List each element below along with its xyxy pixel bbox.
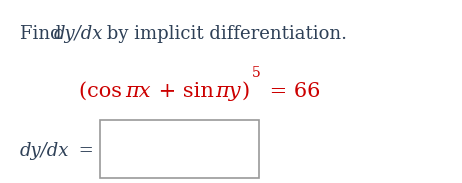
Text: =: = — [73, 142, 93, 160]
FancyBboxPatch shape — [100, 120, 259, 178]
Text: = 66: = 66 — [263, 82, 321, 101]
Text: 5: 5 — [252, 66, 261, 81]
Text: Find: Find — [20, 25, 67, 43]
Text: ): ) — [241, 82, 249, 101]
Text: πx: πx — [125, 82, 151, 101]
Text: dy/dx: dy/dx — [53, 25, 103, 43]
Text: + sin: + sin — [152, 82, 218, 101]
Text: πy: πy — [215, 82, 241, 101]
Text: (cos: (cos — [79, 82, 127, 101]
Text: dy/dx: dy/dx — [20, 142, 69, 160]
Text: by implicit differentiation.: by implicit differentiation. — [102, 25, 347, 43]
